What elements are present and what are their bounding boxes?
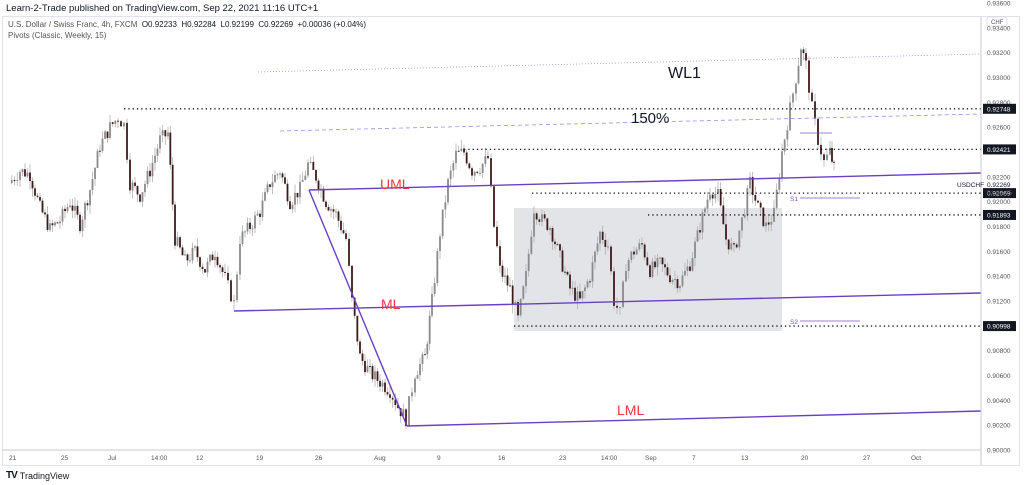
close-value: C0.92269 [258,20,294,29]
currency-button[interactable] [986,16,1008,27]
lml-label: LML [617,402,644,418]
published-caption: Learn-2-Trade published on TradingView.c… [6,3,319,14]
tradingview-logo-icon[interactable]: TV [6,470,18,481]
time-tick: 21 [9,455,17,462]
indicator-legend[interactable]: Pivots (Classic, Weekly, 15) [8,31,107,40]
price-tick: 0.90200 [987,423,1011,430]
price-tick: 0.93400 [987,25,1011,32]
last-price-label: 0.92269 [987,182,1011,189]
candles [10,47,835,429]
price-tick: 0.92800 [987,100,1011,107]
price-label-value: 0.90998 [987,324,1011,331]
pct150-line[interactable] [279,113,982,132]
time-tick: 13 [741,455,749,462]
price-tick: 0.90000 [987,448,1011,455]
price-label-value: 0.92421 [987,147,1011,154]
price-label-box [983,103,1016,114]
time-tick: 12 [196,455,204,462]
price-label-value: 0.92748 [987,106,1011,113]
lml-line[interactable] [406,410,982,427]
price-tick: 0.92200 [987,174,1011,181]
price-label-value: 0.92069 [987,191,1011,198]
time-tick: Aug [374,455,386,462]
wl1-line[interactable] [257,53,982,73]
chart-frame[interactable] [2,16,1020,466]
symbol-description: U.S. Dollar / Swiss Franc, 4h, FXCM [8,20,138,29]
open-value: O0.92233 [141,20,177,29]
high-value: H0.92284 [181,20,217,29]
price-tick: 0.93000 [987,75,1011,82]
time-tick: 14:00 [151,455,168,462]
price-tick: 0.91200 [987,299,1011,306]
time-tick: 27 [863,455,871,462]
wl1-label: WL1 [668,65,701,82]
time-tick: 23 [559,455,567,462]
price-tick: 0.93600 [987,1,1011,8]
uml-line[interactable] [308,172,982,191]
time-tick: Oct [911,455,921,462]
footer: TV TradingView [6,470,69,481]
consolidation-range-box[interactable] [514,208,782,331]
pivot-s1-label: S1 [790,196,798,203]
time-tick: 25 [61,455,69,462]
pct150-label: 150% [631,110,669,127]
time-tick: 9 [437,455,441,462]
price-label-box [983,209,1016,220]
price-label-box [983,144,1016,155]
price-tick: 0.91800 [987,224,1011,231]
pivot-s2-label: S2 [790,319,798,326]
price-tick: 0.90400 [987,398,1011,405]
price-tick: 0.93200 [987,50,1011,57]
price-tick: 0.91600 [987,249,1011,256]
symbol-axis-label: USDCHF [957,182,984,189]
brand-name[interactable]: TradingView [19,470,70,481]
price-label-box [983,188,1016,199]
chart-legend: U.S. Dollar / Swiss Franc, 4h, FXCM O0.9… [8,19,366,41]
price-tick: 0.91400 [987,274,1011,281]
price-label-value: 0.91893 [987,212,1011,219]
uml-label: UML [380,176,410,192]
price-tick: 0.90600 [987,373,1011,380]
price-tick: 0.92600 [987,125,1011,132]
change-value: +0.00036 (+0.04%) [297,20,367,29]
time-tick: Sep [645,455,657,462]
time-tick: 16 [498,455,506,462]
time-tick: Jul [108,455,117,462]
pitchfork-handle-line[interactable] [308,189,408,427]
ml-label: ML [381,296,401,312]
time-tick: 26 [315,455,323,462]
time-tick: 14:00 [601,455,618,462]
price-tick: 0.90800 [987,348,1011,355]
low-value: L0.92199 [220,20,254,29]
bar-countdown: 02:43:25 [987,190,1013,197]
price-tick: 0.92000 [987,199,1011,206]
time-tick: 19 [256,455,264,462]
time-tick: 7 [692,455,696,462]
currency-label[interactable]: CHF [991,20,1004,26]
price-label-box [983,321,1016,332]
time-tick: 20 [801,455,809,462]
